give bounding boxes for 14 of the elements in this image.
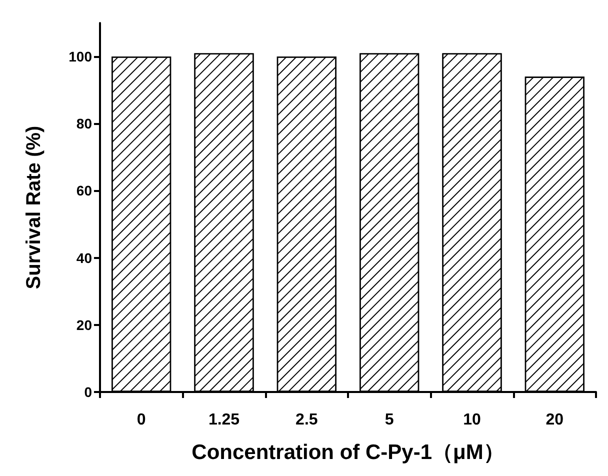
x-tick-label: 20 [546, 412, 564, 428]
x-tick-label: 1.25 [208, 412, 240, 428]
x-tick-label: 5 [384, 412, 394, 428]
y-tick-label: 100 [68, 48, 92, 65]
x-tick-label: 2.5 [296, 412, 318, 428]
y-tick-label: 20 [76, 316, 92, 333]
x-axis-title: Concentration of C-Py-1（μM） [192, 441, 504, 464]
y-tick-label: 60 [76, 182, 92, 199]
y-tick-label: 80 [76, 116, 92, 132]
y-tick-label: 0 [84, 384, 92, 400]
x-tick-label: 10 [463, 412, 481, 428]
x-tick-label: 0 [136, 412, 146, 428]
y-tick-label: 40 [76, 250, 92, 266]
y-axis-title: Survival Rate (%) [23, 126, 45, 290]
